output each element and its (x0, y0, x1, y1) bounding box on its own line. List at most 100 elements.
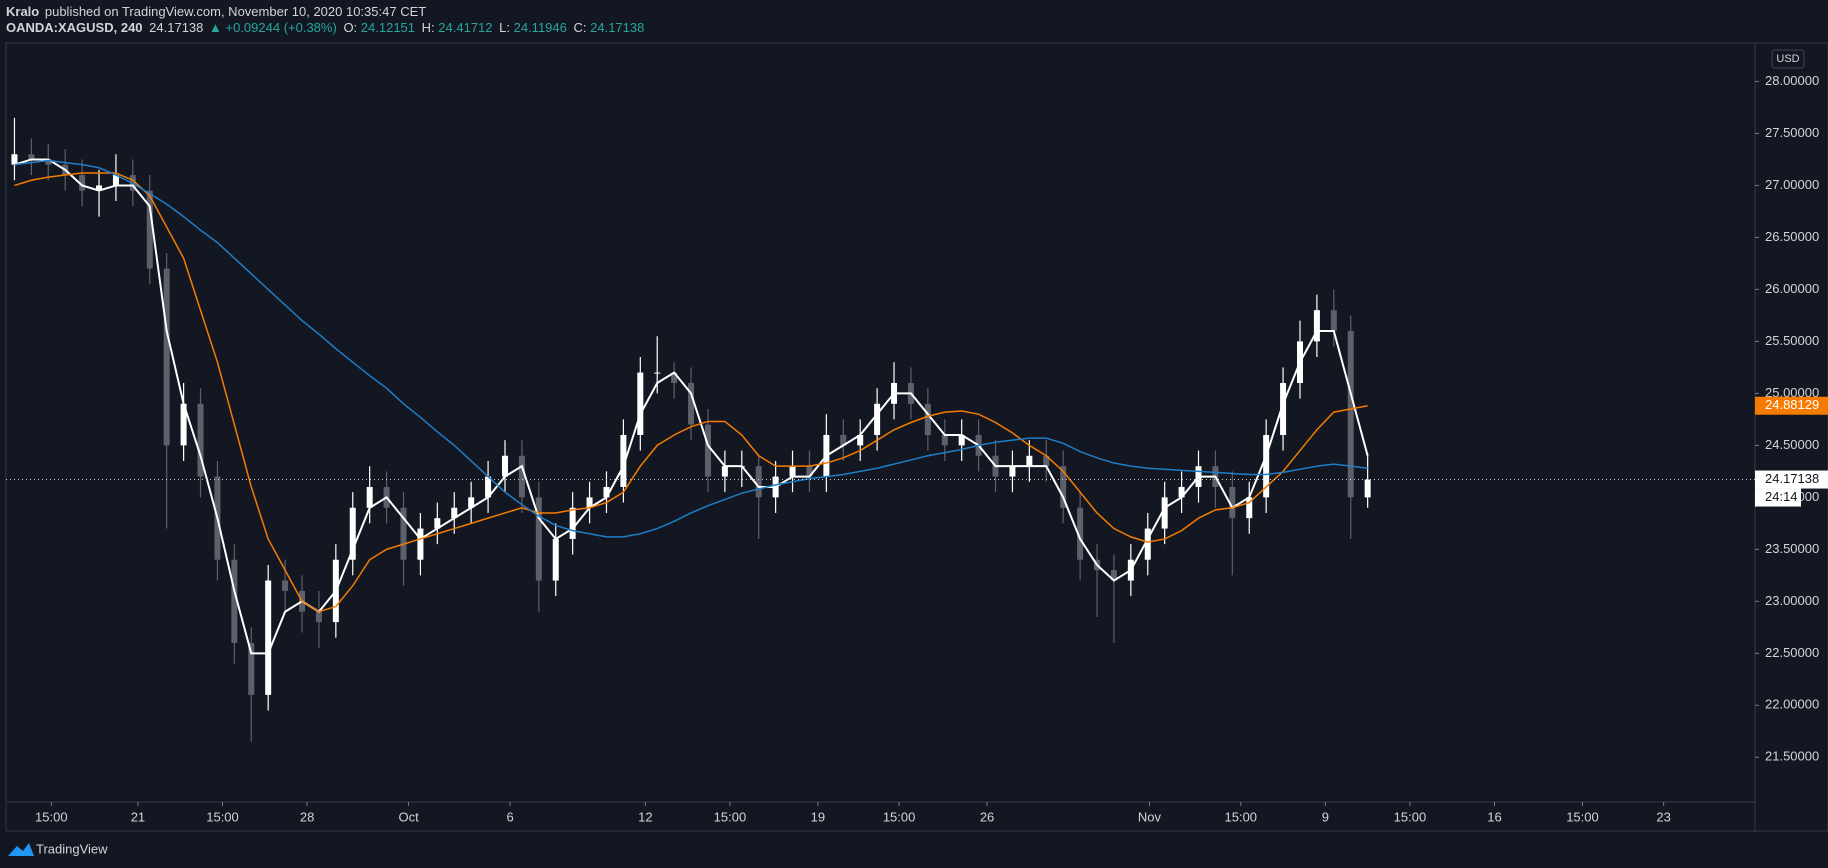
logo-mark (8, 843, 34, 856)
l-value: 24.11946 (514, 20, 567, 35)
candle-body (400, 507, 407, 560)
candle-body (721, 466, 728, 477)
plot-area (6, 117, 1755, 742)
symbol-line: OANDA:XAGUSD, 240 24.17138 ▲ +0.09244 (+… (6, 20, 644, 35)
candle-body (451, 507, 458, 519)
candle-body (96, 185, 103, 191)
candle-body (586, 497, 593, 508)
moving-average-line (14, 172, 1368, 613)
candle-body (806, 466, 813, 477)
y-tick-label: 22.50000 (1765, 645, 1819, 660)
candle-body (671, 372, 678, 383)
candle-body (112, 175, 119, 186)
candle-body (1161, 497, 1168, 529)
candle-body (146, 190, 153, 269)
candle-body (857, 434, 864, 446)
l-label: L: (499, 20, 510, 35)
candle-body (518, 455, 525, 498)
y-tick-label: 24.50000 (1765, 437, 1819, 452)
candle-body (704, 424, 711, 477)
last-price-label: 24.17138 (1765, 471, 1819, 486)
candle-body (501, 455, 508, 477)
brand: TradingView (36, 841, 108, 856)
y-tick-label: 28.00000 (1765, 73, 1819, 88)
countdown-label: 24:14 (1765, 489, 1798, 504)
x-tick-label: 15:00 (35, 809, 68, 824)
candle-body (1246, 497, 1253, 519)
y-tick-label: 27.00000 (1765, 177, 1819, 192)
candle-body (79, 175, 86, 191)
y-tick-label: 23.50000 (1765, 541, 1819, 556)
x-tick-label: Nov (1138, 809, 1162, 824)
candle-body (924, 403, 931, 435)
published: published on TradingView.com, November 1… (45, 4, 426, 19)
candle-body (417, 528, 424, 560)
y-tick-label: 25.00000 (1765, 385, 1819, 400)
candle-body (11, 154, 18, 165)
x-tick-label: 15:00 (1225, 809, 1258, 824)
y-tick-label: 21.50000 (1765, 749, 1819, 764)
candle-body (654, 372, 661, 374)
moving-average-line (14, 158, 1369, 655)
x-tick-label: 23 (1656, 809, 1670, 824)
candle-body (1280, 382, 1287, 435)
change: ▲ +0.09244 (+0.38%) (209, 20, 337, 35)
x-tick-label: Oct (398, 809, 419, 824)
candle-body (840, 434, 847, 446)
candle-body (958, 434, 965, 446)
countdown-box (1755, 488, 1801, 507)
candle-body (349, 507, 356, 560)
candle-body (180, 403, 187, 446)
candle-body (434, 518, 441, 529)
candle-body (1077, 507, 1084, 560)
candle-body (603, 486, 610, 498)
last-price-box (1755, 470, 1828, 489)
symbol: OANDA:XAGUSD, 240 (6, 20, 143, 35)
publish-line: Kralo published on TradingView.com, Nove… (6, 4, 426, 19)
x-tick-label: 19 (811, 809, 825, 824)
candle-body (1009, 466, 1016, 477)
x-tick-label: 28 (300, 809, 314, 824)
candle-body (1026, 455, 1033, 467)
y-tick-label: 27.50000 (1765, 125, 1819, 140)
candle-body (637, 372, 644, 435)
x-tick-label: 26 (980, 809, 994, 824)
x-tick-label: 15:00 (883, 809, 916, 824)
candle-body (163, 268, 170, 446)
candle-body (1043, 455, 1050, 467)
candle-body (688, 382, 695, 425)
x-tick-label: 15:00 (1394, 809, 1427, 824)
currency: USD (1776, 53, 1799, 65)
y-tick-label: 26.00000 (1765, 281, 1819, 296)
y-tick-label: 26.50000 (1765, 229, 1819, 244)
candle-body (789, 466, 796, 477)
candle-body (874, 403, 881, 435)
candle-body (1313, 310, 1320, 342)
candle-body (1330, 310, 1337, 332)
currency-box[interactable] (1771, 49, 1805, 69)
candle-body (265, 580, 272, 695)
x-tick-label: 9 (1322, 809, 1329, 824)
candle-body (1060, 466, 1067, 508)
candle-body (248, 642, 255, 695)
candle-body (1178, 486, 1185, 498)
x-tick-label: 6 (506, 809, 513, 824)
candle-body (1364, 479, 1371, 498)
x-tick-label: 15:00 (1566, 809, 1599, 824)
candle-body (552, 538, 559, 581)
h-value: 24.41712 (438, 20, 492, 35)
candle-body (535, 497, 542, 581)
x-tick-label: 15:00 (714, 809, 747, 824)
candle-body (28, 154, 35, 160)
x-tick-label: 16 (1487, 809, 1501, 824)
x-tick-label: 21 (131, 809, 145, 824)
c-label: C: (574, 20, 587, 35)
o-value: 24.12151 (361, 20, 415, 35)
y-tick-label: 23.00000 (1765, 593, 1819, 608)
x-tick-label: 12 (638, 809, 652, 824)
o-label: O: (343, 20, 357, 35)
candle-body (231, 559, 238, 643)
candle-body (485, 476, 492, 498)
